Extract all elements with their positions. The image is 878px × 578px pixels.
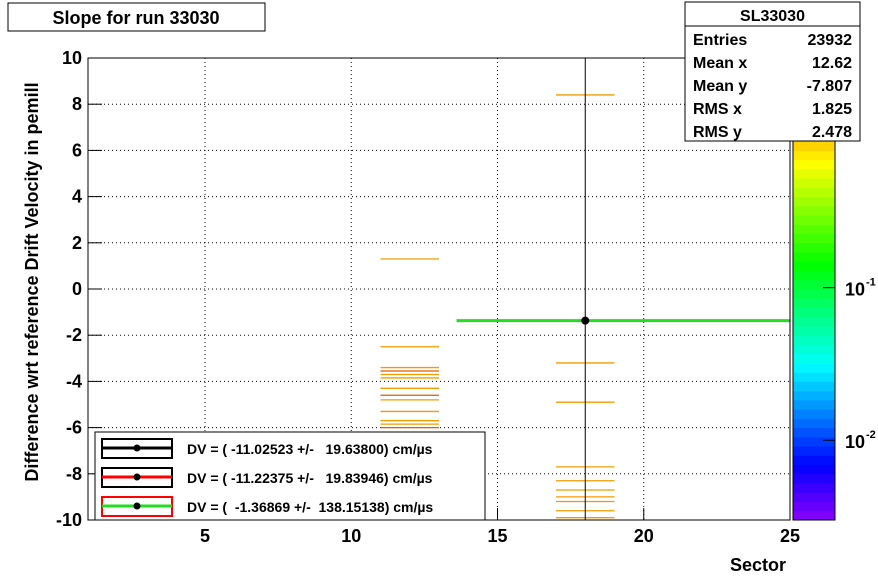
y-tick-label: -8 bbox=[66, 464, 82, 484]
palette-band bbox=[793, 362, 835, 373]
palette-band bbox=[793, 418, 835, 429]
y-tick-label: -10 bbox=[56, 510, 82, 530]
palette-band bbox=[793, 141, 835, 151]
palette-band bbox=[793, 205, 835, 216]
y-axis-label: Difference wrt reference Drift Velocity … bbox=[22, 82, 42, 481]
palette-band bbox=[793, 464, 835, 475]
y-tick-label: 10 bbox=[62, 48, 82, 68]
stats-value: -7.807 bbox=[807, 78, 852, 95]
x-tick-label: 25 bbox=[780, 526, 800, 546]
stats-key: RMS x bbox=[693, 101, 742, 118]
palette-band bbox=[793, 353, 835, 364]
palette-band bbox=[793, 501, 835, 512]
palette-band bbox=[793, 390, 835, 401]
stats-value: 23932 bbox=[808, 32, 853, 49]
data-point bbox=[581, 316, 590, 325]
palette-band bbox=[793, 446, 835, 456]
palette-band bbox=[793, 150, 835, 161]
palette-band bbox=[793, 381, 835, 392]
legend-swatch-marker bbox=[133, 502, 141, 510]
y-tick-label: -6 bbox=[66, 418, 82, 438]
x-tick-label: 15 bbox=[487, 526, 507, 546]
palette-band bbox=[793, 316, 835, 327]
title-box bbox=[7, 2, 266, 32]
z-tick-label: 10 bbox=[845, 280, 865, 300]
z-tick-exponent: -2 bbox=[866, 429, 876, 441]
palette-band bbox=[793, 215, 835, 225]
palette-band bbox=[793, 224, 835, 235]
legend-label: DV = ( -11.02523 +/- 19.63800) cm/µs bbox=[187, 441, 433, 457]
palette-band bbox=[793, 178, 835, 188]
palette-band bbox=[793, 372, 835, 382]
palette-band bbox=[793, 289, 835, 299]
palette-band bbox=[793, 233, 835, 244]
y-tick-label: -4 bbox=[66, 371, 82, 391]
palette-band bbox=[793, 196, 835, 207]
palette-band bbox=[793, 159, 835, 170]
legend-swatch-marker bbox=[133, 444, 141, 452]
palette-band bbox=[793, 261, 835, 272]
y-tick-label: 0 bbox=[72, 279, 82, 299]
y-tick-label: 8 bbox=[72, 94, 82, 114]
x-tick-label: 20 bbox=[634, 526, 654, 546]
chart-title: Slope for run 33030 bbox=[52, 8, 219, 28]
palette-band bbox=[793, 187, 835, 198]
palette-band bbox=[793, 510, 835, 521]
palette-band bbox=[793, 252, 835, 262]
palette-band bbox=[793, 307, 835, 318]
legend-label: DV = ( -1.36869 +/- 138.15138) cm/µs bbox=[187, 499, 433, 515]
palette-band bbox=[793, 344, 835, 355]
palette-band bbox=[793, 427, 835, 438]
x-axis-label: Sector bbox=[730, 555, 786, 575]
stats-key: Entries bbox=[693, 32, 747, 49]
legend-label: DV = ( -11.22375 +/- 19.83946) cm/µs bbox=[187, 470, 433, 486]
stats-key: Mean y bbox=[693, 78, 747, 95]
x-tick-label: 10 bbox=[341, 526, 361, 546]
palette-band bbox=[793, 279, 835, 290]
palette-band bbox=[793, 325, 835, 336]
z-tick-label: 10 bbox=[845, 432, 865, 452]
palette-band bbox=[793, 483, 835, 493]
y-tick-label: 2 bbox=[72, 233, 82, 253]
stats-value: 12.62 bbox=[812, 55, 852, 72]
y-tick-label: -2 bbox=[66, 325, 82, 345]
stats-value: 2.478 bbox=[812, 124, 852, 141]
palette-band bbox=[793, 455, 835, 466]
stats-key: Mean x bbox=[693, 55, 747, 72]
stats-title: SL33030 bbox=[740, 8, 805, 25]
palette-band bbox=[793, 399, 835, 410]
palette-band bbox=[793, 298, 835, 308]
palette-band bbox=[793, 270, 835, 281]
legend-swatch-marker bbox=[133, 473, 141, 481]
y-tick-label: 6 bbox=[72, 140, 82, 160]
palette-band bbox=[793, 409, 835, 419]
palette-band bbox=[793, 436, 835, 447]
stats-box bbox=[684, 1, 861, 142]
x-tick-label: 5 bbox=[200, 526, 210, 546]
palette-band bbox=[793, 492, 835, 503]
palette-band bbox=[793, 242, 835, 253]
stats-value: 1.825 bbox=[812, 101, 852, 118]
palette-band bbox=[793, 473, 835, 484]
palette-band bbox=[793, 335, 835, 345]
palette-band bbox=[793, 168, 835, 179]
stats-key: RMS y bbox=[693, 124, 742, 141]
z-tick-exponent: -1 bbox=[866, 277, 876, 289]
y-tick-label: 4 bbox=[72, 187, 82, 207]
